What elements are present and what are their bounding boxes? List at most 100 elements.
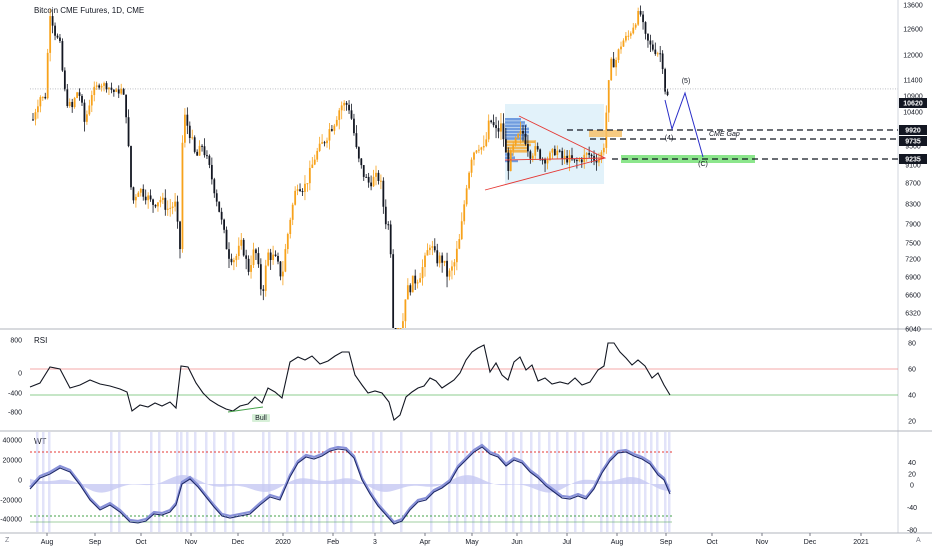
candle-body bbox=[451, 266, 453, 271]
candle-body bbox=[431, 246, 434, 248]
triangle-mid-line bbox=[504, 157, 606, 161]
candle-body bbox=[409, 285, 412, 293]
candle-body bbox=[81, 95, 83, 103]
candle-body bbox=[544, 159, 546, 164]
candle-body bbox=[377, 172, 380, 181]
candle-body bbox=[661, 53, 664, 70]
wt-right-tick: 0 bbox=[910, 483, 914, 490]
time-tick-label: Sep bbox=[660, 539, 673, 546]
candle-body bbox=[610, 58, 613, 81]
candle-body bbox=[335, 119, 338, 126]
price-tick-label: 7200 bbox=[905, 257, 921, 264]
candle-body bbox=[139, 188, 142, 193]
candle-body bbox=[622, 40, 625, 47]
rsi-right-tick: 20 bbox=[908, 419, 916, 426]
candle-body bbox=[517, 134, 519, 138]
auto-scale-corner[interactable]: A bbox=[916, 537, 921, 544]
candle-body bbox=[453, 262, 456, 267]
candle-body bbox=[384, 206, 387, 225]
volume-bar bbox=[505, 146, 528, 150]
candle-body bbox=[495, 125, 497, 129]
candle-body bbox=[416, 282, 419, 284]
candle-body bbox=[647, 33, 649, 41]
candle-body bbox=[279, 261, 282, 277]
cme-gap-label: CME Gap bbox=[709, 131, 740, 138]
candle-body bbox=[553, 148, 556, 156]
price-tick-label: 11400 bbox=[904, 78, 923, 85]
candle-body bbox=[612, 58, 615, 68]
candle-body bbox=[112, 89, 115, 92]
candle-body bbox=[485, 139, 488, 146]
price-tag-box bbox=[899, 154, 927, 164]
candle-body bbox=[588, 153, 591, 155]
candle-body bbox=[460, 221, 463, 240]
wave-5-label: (5) bbox=[682, 78, 691, 85]
candle-body bbox=[576, 160, 578, 162]
candle-body bbox=[259, 264, 262, 290]
candle-body bbox=[245, 255, 248, 259]
candle-body bbox=[88, 105, 91, 115]
candle-body bbox=[355, 133, 358, 148]
candle-body bbox=[664, 69, 666, 92]
candle-body bbox=[115, 89, 118, 92]
rsi-left-tick: -400 bbox=[8, 391, 22, 398]
price-tag-box bbox=[899, 125, 927, 135]
wt2-line bbox=[29, 443, 672, 524]
candle-body bbox=[620, 46, 622, 50]
price-tick-label: 8700 bbox=[905, 181, 921, 188]
candle-body bbox=[294, 190, 297, 205]
orange-gap-box bbox=[589, 130, 622, 137]
candle-body bbox=[37, 106, 39, 113]
candle-body bbox=[198, 145, 201, 156]
candle-body bbox=[174, 201, 176, 207]
candle-body bbox=[235, 256, 238, 261]
candle-body bbox=[380, 180, 382, 182]
price-tick-label: 8300 bbox=[905, 202, 921, 209]
chart-title: Bitcoin CME Futures, 1D, CME bbox=[34, 6, 145, 15]
time-tick-label: Feb bbox=[327, 539, 339, 546]
wt-band bbox=[556, 432, 559, 532]
candle-body bbox=[247, 258, 250, 272]
timezone-corner[interactable]: Z bbox=[5, 537, 10, 544]
candle-body bbox=[203, 146, 206, 156]
price-tick-label: 10400 bbox=[903, 110, 923, 117]
candle-body bbox=[149, 195, 152, 200]
candle-body bbox=[59, 37, 61, 42]
candle-body bbox=[117, 89, 120, 94]
candle-body bbox=[46, 52, 49, 99]
candle-body bbox=[487, 120, 490, 140]
price-tick-label: 10900 bbox=[903, 94, 923, 101]
price-tick-label: 9100 bbox=[905, 163, 921, 170]
candle-body bbox=[161, 197, 164, 200]
candle-body bbox=[333, 125, 336, 131]
time-tick-label: Oct bbox=[136, 539, 147, 546]
wt-left-tick: -20000 bbox=[0, 498, 22, 505]
candle-body bbox=[340, 105, 343, 111]
volume-bar bbox=[505, 124, 527, 127]
candle-body bbox=[68, 101, 71, 107]
candle-body bbox=[83, 102, 86, 122]
candle-body bbox=[448, 270, 451, 277]
candle-body bbox=[323, 142, 326, 144]
candle-body bbox=[357, 147, 360, 159]
candle-body bbox=[306, 183, 309, 185]
candle-body bbox=[103, 83, 105, 86]
candle-body bbox=[402, 321, 404, 328]
price-tag-box bbox=[899, 98, 927, 108]
time-tick-label: Aug bbox=[611, 539, 624, 546]
candle-body bbox=[34, 112, 37, 120]
candle-body bbox=[514, 137, 517, 145]
wt-band bbox=[380, 432, 383, 532]
candle-body bbox=[642, 14, 644, 23]
candle-body bbox=[105, 83, 108, 90]
candle-body bbox=[242, 239, 245, 256]
candle-body bbox=[394, 328, 397, 329]
candle-body bbox=[429, 247, 431, 251]
wt-right-tick: 40 bbox=[908, 460, 916, 467]
wt-left-tick: 20000 bbox=[3, 458, 23, 465]
wt-band bbox=[505, 432, 508, 532]
time-tick-label: Jun bbox=[511, 539, 522, 546]
candle-body bbox=[286, 234, 289, 250]
candle-body bbox=[144, 196, 147, 201]
